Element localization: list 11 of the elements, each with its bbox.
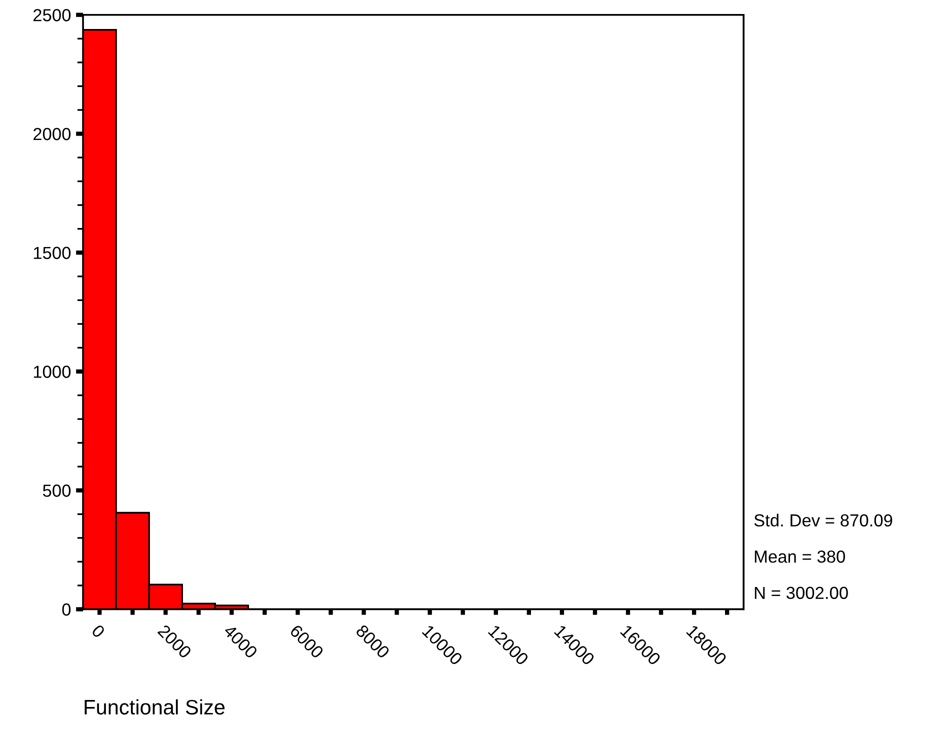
text: Std. Dev = 870.09: [754, 514, 892, 527]
y-tick-label: 0: [62, 603, 71, 616]
text: N = 3002.00: [754, 586, 848, 600]
y-tick-label: 1000: [34, 366, 71, 378]
y-tick-label: 1500: [34, 246, 71, 260]
y-tick-label: 500: [42, 484, 71, 497]
y-tick-label: 2500: [33, 9, 71, 22]
text: Mean = 380: [754, 550, 846, 563]
x-axis-title: Functional Size: [84, 699, 225, 715]
x-tick-label: 0: [91, 624, 106, 639]
y-tick-label: 2000: [33, 128, 71, 140]
